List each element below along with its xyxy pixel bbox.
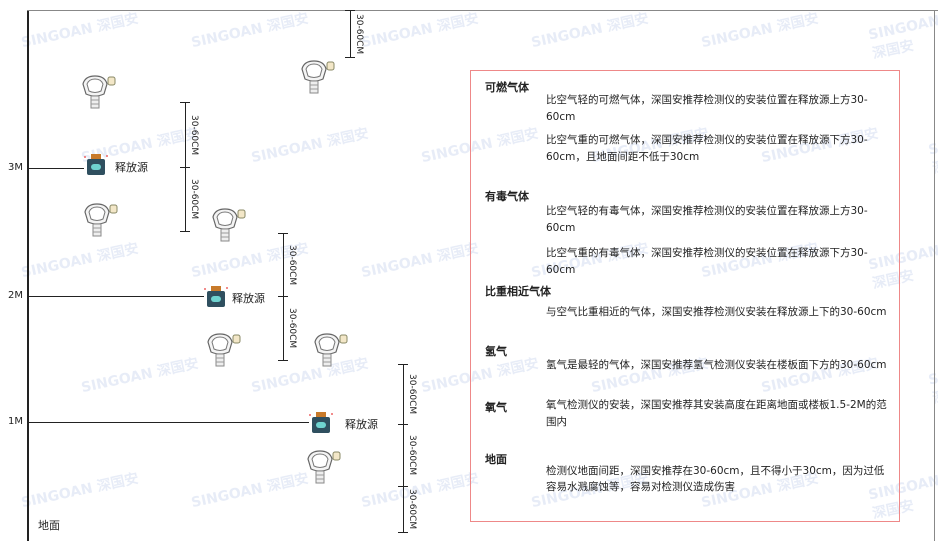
dimension-label: 30-60CM xyxy=(407,489,417,530)
hydrogen-title: 氢气 xyxy=(485,345,507,358)
gas-detector-icon xyxy=(79,200,119,240)
dimension-tick xyxy=(345,57,355,58)
watermark: SINGOAN 深国安 xyxy=(529,10,651,52)
gas-detector-icon xyxy=(309,330,349,370)
wall-line xyxy=(27,10,29,541)
dimension-line xyxy=(403,424,404,486)
dimension-line xyxy=(283,233,284,296)
gas-detector-icon xyxy=(202,330,242,370)
dimension-tick xyxy=(345,10,355,11)
watermark: SINGOAN 深国安 xyxy=(19,240,141,282)
toxic-heavier-text: 比空气重的有毒气体，深国安推荐检测仪的安装位置在释放源下方30-60cm xyxy=(546,247,868,276)
dimension-tick xyxy=(180,167,190,168)
combustible-heavier-text: 比空气重的可燃气体，深国安推荐检测仪的安装位置在释放源下方30-60cm，且地面… xyxy=(546,134,868,163)
level-2m: 2M xyxy=(8,290,23,301)
release-source-label: 释放源 xyxy=(115,161,148,174)
dimension-tick xyxy=(398,424,408,425)
watermark: SINGOAN 深国安 xyxy=(189,10,311,52)
dimension-label: 30-60CM xyxy=(287,308,297,349)
watermark: SINGOAN 深国安 xyxy=(927,357,938,408)
dimension-label: 30-60CM xyxy=(189,179,199,220)
hydrogen-text: 氢气是最轻的气体，深国安推荐氢气检测仪安装在楼板面下方的30-60cm xyxy=(546,359,887,371)
oxygen-title: 氧气 xyxy=(485,401,507,414)
gas-detector-icon xyxy=(296,57,336,97)
dimension-tick xyxy=(278,296,288,297)
watermark: SINGOAN 深国安 xyxy=(19,470,141,512)
level-3m-line xyxy=(29,168,84,169)
watermark: SINGOAN 深国安 xyxy=(699,10,821,52)
watermark: SINGOAN 深国安 xyxy=(359,10,481,52)
watermark: SINGOAN 深国安 xyxy=(867,12,938,63)
dimension-label: 30-60CM xyxy=(407,435,417,476)
dimension-line xyxy=(283,296,284,360)
release-source-label: 释放源 xyxy=(345,418,378,431)
right-border xyxy=(934,10,935,541)
dimension-tick xyxy=(180,231,190,232)
dimension-tick xyxy=(278,233,288,234)
level-3m: 3M xyxy=(8,162,23,173)
level-1m: 1M xyxy=(8,416,23,427)
watermark: SINGOAN 深国安 xyxy=(927,127,938,178)
dimension-label: 30-60CM xyxy=(287,244,297,285)
toxic-title: 有毒气体 xyxy=(485,190,529,203)
watermark: SINGOAN 深国安 xyxy=(249,125,371,167)
oxygen-text: 氧气检测仪的安装，深国安推荐其安装高度在距离地面或楼板1.5-2M的范围内 xyxy=(546,399,887,428)
dimension-tick xyxy=(398,364,408,365)
release-source-icon xyxy=(203,285,229,309)
level-2m-line xyxy=(29,296,204,297)
level-1m-line xyxy=(29,422,309,423)
dimension-line xyxy=(403,486,404,532)
dimension-line xyxy=(185,167,186,231)
dimension-tick xyxy=(398,532,408,533)
similar-gas-title: 比重相近气体 xyxy=(485,285,551,298)
release-source-label: 释放源 xyxy=(232,292,265,305)
watermark: SINGOAN 深国安 xyxy=(79,355,201,397)
ground-title: 地面 xyxy=(485,453,507,466)
dimension-tick xyxy=(278,360,288,361)
watermark: SINGOAN 深国安 xyxy=(189,470,311,512)
installation-notes-panel: 可燃气体 比空气轻的可燃气体，深国安推荐检测仪的安装位置在释放源上方30-60c… xyxy=(470,70,900,522)
dimension-tick xyxy=(398,486,408,487)
ceiling-line xyxy=(27,10,938,11)
dimension-label: 30-60CM xyxy=(354,13,364,54)
dimension-line xyxy=(403,364,404,424)
combustible-title: 可燃气体 xyxy=(485,81,529,94)
gas-detector-icon xyxy=(77,72,117,112)
release-source-icon xyxy=(83,153,109,177)
dimension-line xyxy=(350,10,351,57)
level-ground: 地面 xyxy=(38,519,60,532)
dimension-tick xyxy=(180,102,190,103)
ground-text: 检测仪地面间距，深国安推荐在30-60cm，且不得小于30cm，因为过低容易水溅… xyxy=(546,465,885,493)
gas-detector-icon xyxy=(207,205,247,245)
dimension-label: 30-60CM xyxy=(407,374,417,415)
dimension-label: 30-60CM xyxy=(189,114,199,155)
release-source-icon xyxy=(308,411,334,435)
watermark: SINGOAN 深国安 xyxy=(359,240,481,282)
watermark: SINGOAN 深国安 xyxy=(19,10,141,52)
gas-detector-icon xyxy=(302,447,342,487)
dimension-line xyxy=(185,102,186,167)
watermark: SINGOAN 深国安 xyxy=(359,470,481,512)
toxic-lighter-text: 比空气轻的有毒气体，深国安推荐检测仪的安装位置在释放源上方30-60cm xyxy=(546,205,868,234)
combustible-lighter-text: 比空气轻的可燃气体，深国安推荐检测仪的安装位置在释放源上方30-60cm xyxy=(546,94,868,123)
similar-gas-text: 与空气比重相近的气体，深国安推荐检测仪安装在释放源上下的30-60cm xyxy=(546,306,887,318)
